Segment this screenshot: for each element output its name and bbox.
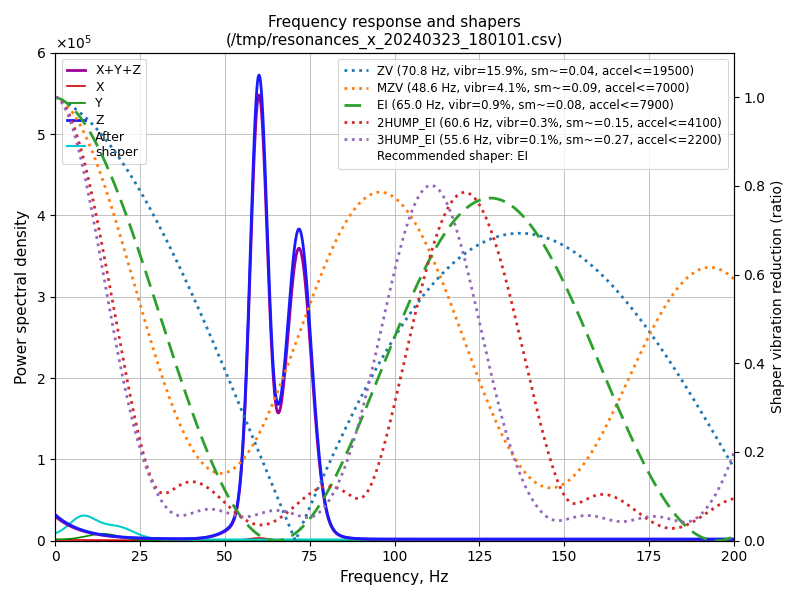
After
shaper (729, 536, 738, 543)
Z (674, 535, 684, 542)
X+Y+Z (729, 536, 738, 543)
Line: Y: Y (55, 534, 734, 541)
After
shaper (336, 536, 346, 543)
X (373, 537, 382, 544)
X (50, 536, 60, 544)
After
shaper (79, 512, 89, 519)
Z (50, 511, 60, 518)
X (674, 537, 684, 544)
Y (729, 537, 738, 544)
Y (373, 537, 382, 544)
Z (254, 71, 264, 79)
Title: Frequency response and shapers
(/tmp/resonances_x_20240323_180101.csv): Frequency response and shapers (/tmp/res… (226, 15, 563, 49)
Y (674, 537, 684, 544)
X (341, 537, 350, 544)
X+Y+Z (254, 91, 264, 98)
X-axis label: Frequency, Hz: Frequency, Hz (340, 570, 449, 585)
Y (341, 537, 350, 544)
After
shaper (373, 536, 382, 543)
X+Y+Z (336, 532, 346, 539)
Z (708, 535, 718, 542)
X (708, 537, 718, 544)
After
shaper (50, 530, 60, 537)
Z (341, 533, 350, 541)
X+Y+Z (50, 513, 60, 520)
Y-axis label: Power spectral density: Power spectral density (15, 209, 30, 384)
Y (336, 537, 346, 544)
X+Y+Z (373, 536, 382, 543)
After
shaper (544, 536, 554, 543)
Y (98, 530, 107, 538)
X+Y+Z (674, 536, 684, 543)
After
shaper (163, 536, 173, 543)
X (254, 535, 263, 542)
Y-axis label: Shaper vibration reduction (ratio): Shaper vibration reduction (ratio) (771, 180, 785, 413)
X (543, 537, 553, 544)
Y (50, 536, 60, 543)
After
shaper (342, 536, 351, 543)
Z (729, 535, 738, 542)
Y (708, 537, 718, 544)
X+Y+Z (543, 536, 553, 543)
Legend: ZV (70.8 Hz, vibr=15.9%, sm~=0.04, accel<=19500), MZV (48.6 Hz, vibr=4.1%, sm~=0: ZV (70.8 Hz, vibr=15.9%, sm~=0.04, accel… (338, 59, 728, 169)
X (729, 537, 738, 544)
Line: X: X (55, 538, 734, 541)
Line: After
shaper: After shaper (55, 515, 734, 539)
After
shaper (708, 536, 718, 543)
Y (543, 537, 553, 544)
Line: X+Y+Z: X+Y+Z (55, 95, 734, 539)
Z (543, 535, 553, 542)
Z (373, 535, 382, 542)
X+Y+Z (708, 536, 718, 543)
X (336, 537, 346, 544)
X+Y+Z (341, 534, 350, 541)
After
shaper (674, 536, 684, 543)
Z (336, 532, 346, 539)
Line: Z: Z (55, 75, 734, 539)
